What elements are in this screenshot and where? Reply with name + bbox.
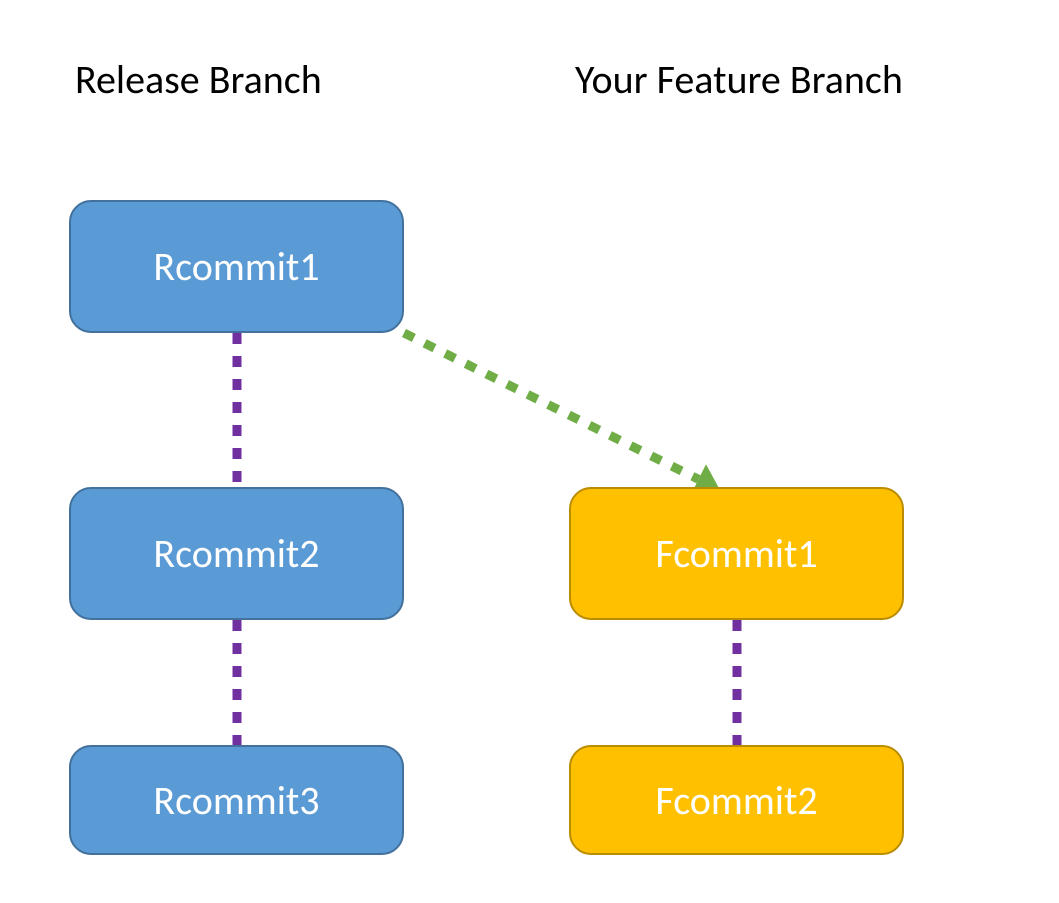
fcommit2-label: Fcommit2	[655, 776, 817, 825]
rcommit3-node: Rcommit3	[69, 745, 404, 855]
fcommit1-label: Fcommit1	[655, 529, 817, 578]
fcommit2-node: Fcommit2	[569, 745, 904, 855]
rcommit2-label: Rcommit2	[153, 529, 319, 578]
release-branch-heading: Release Branch	[75, 55, 322, 104]
fcommit1-node: Fcommit1	[569, 487, 904, 620]
rcommit1-label: Rcommit1	[153, 242, 319, 291]
rcommit1-node: Rcommit1	[69, 200, 404, 333]
edge-r1-f1	[404, 333, 720, 494]
edge-r1-f1-line	[404, 333, 699, 479]
feature-branch-heading: Your Feature Branch	[575, 55, 903, 104]
rcommit2-node: Rcommit2	[69, 487, 404, 620]
rcommit3-label: Rcommit3	[153, 776, 319, 825]
